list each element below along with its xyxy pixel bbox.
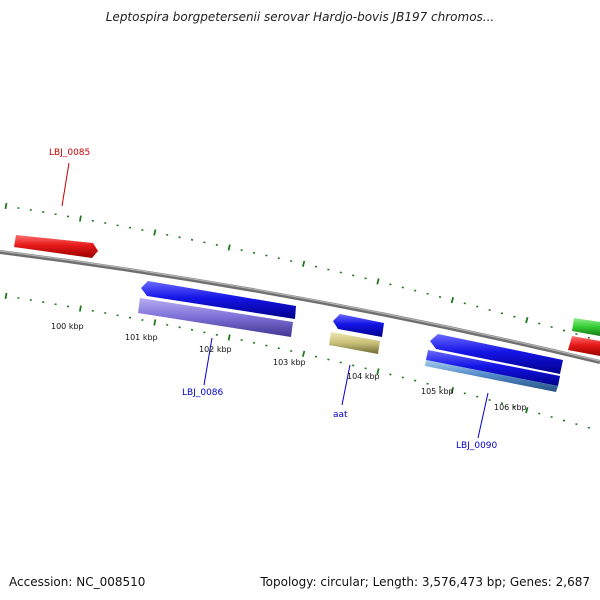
gene-feature-lbj-0090-rna[interactable] [425,360,558,392]
inner-tick-ring [4,292,590,429]
gene-feature-lbj-0086-cds[interactable] [138,298,293,337]
outer-ring-major-tick [79,215,82,222]
inner-ring-major-tick [227,334,231,341]
outer-ring-major-tick [227,244,231,251]
genome-backbone [0,250,600,364]
inner-ring-major-tick [4,292,8,300]
outer-ring-major-tick [302,260,306,267]
gene-feature-aat[interactable] [333,314,384,337]
gene-feature-lbj-0090[interactable] [430,334,563,374]
outer-ring-major-tick [153,229,157,236]
inner-ring-major-tick [153,319,157,326]
leader-line-lbj-0090 [477,392,489,439]
map-title: Leptospira borgpetersenii serovar Hardjo… [105,10,495,24]
tick-label-101-kbp: 101 kbp [125,333,158,342]
gene-feature-aat-cds[interactable] [329,332,380,354]
gene-feature-lbj-0086[interactable] [141,281,296,319]
inner-ring-major-tick [302,350,306,357]
leader-line-lbj-0085 [61,162,70,207]
tick-label-104-kbp: 104 kbp [347,372,380,381]
inner-ring-major-tick [450,386,455,394]
outer-ring-major-tick [376,278,380,285]
outer-ring-major-tick [450,296,455,304]
tick-label-106-kbp: 106 kbp [494,403,527,412]
outer-tick-ring [4,202,590,339]
accession-label: Accession: NC_008510 [9,575,146,589]
gene-feature-lbj-0090-cds[interactable] [426,350,560,386]
outer-ring-major-tick [4,202,8,210]
tick-label-103-kbp: 103 kbp [273,358,306,367]
tick-label-100-kbp: 100 kbp [51,322,84,331]
tick-label-102-kbp: 102 kbp [199,345,232,354]
gene-label-lbj-0090[interactable]: LBJ_0090 [456,441,498,451]
gene-feature-lbj-0085[interactable] [14,235,98,258]
gene-feature-red-edge[interactable] [568,336,600,356]
outer-ring-major-tick [525,316,529,324]
inner-ring-major-tick [79,305,82,312]
gene-label-lbj-0085[interactable]: LBJ_0085 [49,148,90,158]
tick-label-105-kbp: 105 kbp [421,387,454,396]
genome-summary-label: Topology: circular; Length: 3,576,473 bp… [260,575,590,589]
gene-label-lbj-0086[interactable]: LBJ_0086 [182,388,224,398]
genome-backbone-highlight [0,250,600,362]
inner-ring-major-tick [525,406,529,414]
gene-feature-green-edge[interactable] [572,318,600,336]
leader-line-lbj-0086 [203,337,213,386]
gene-label-aat[interactable]: aat [333,410,348,420]
leader-line-aat [341,364,351,406]
inner-ring-major-tick [376,368,380,375]
